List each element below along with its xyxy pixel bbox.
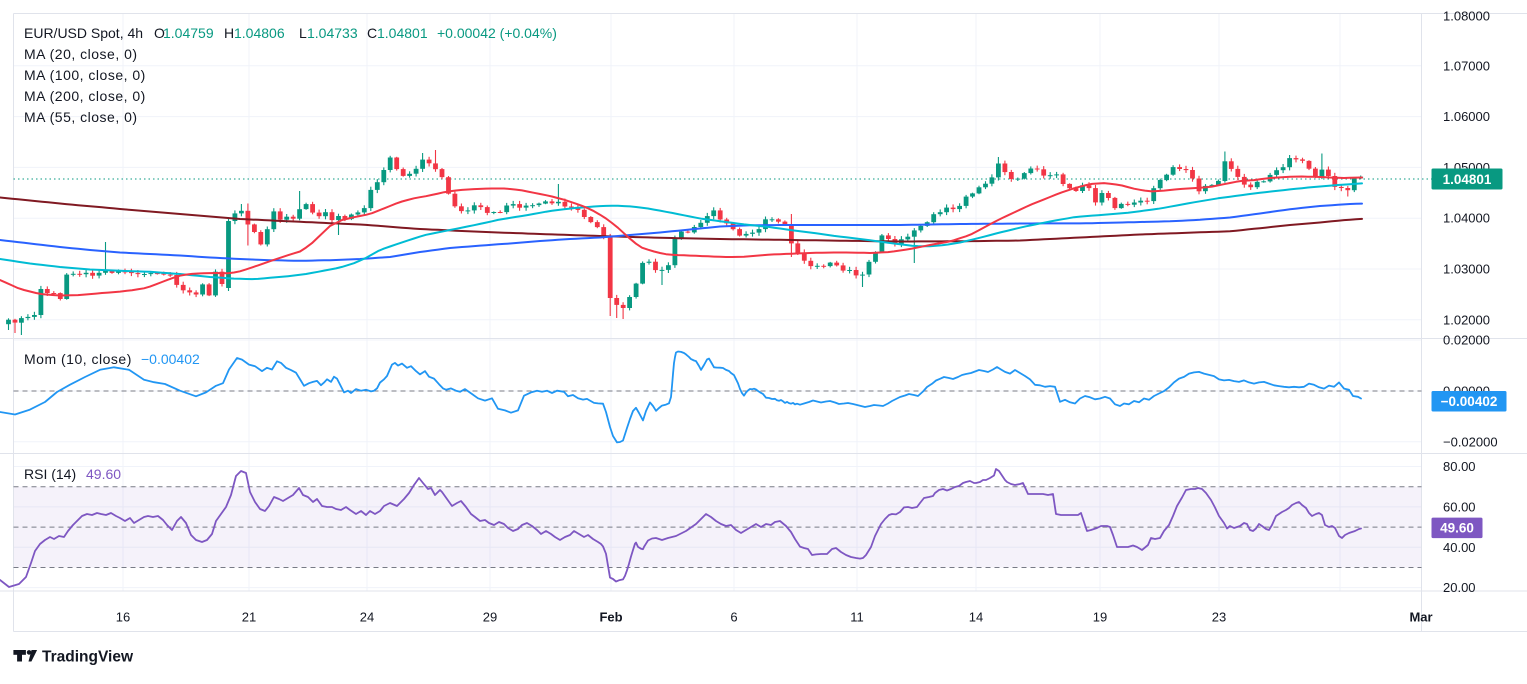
svg-text:1.04801: 1.04801 <box>377 25 428 41</box>
svg-text:Mom (10, close): Mom (10, close) <box>24 351 132 367</box>
svg-text:1.04759: 1.04759 <box>163 25 214 41</box>
svg-text:40.00: 40.00 <box>1443 540 1476 555</box>
svg-text:O: O <box>154 25 165 41</box>
svg-text:0.02000: 0.02000 <box>1443 333 1490 348</box>
svg-text:60.00: 60.00 <box>1443 499 1476 514</box>
svg-text:49.60: 49.60 <box>1440 520 1474 535</box>
svg-text:49.60: 49.60 <box>86 466 121 482</box>
svg-text:11: 11 <box>850 610 864 625</box>
svg-text:24: 24 <box>360 610 374 625</box>
svg-text:1.03000: 1.03000 <box>1443 262 1490 277</box>
svg-text:−0.00402: −0.00402 <box>141 351 200 367</box>
svg-text:−0.02000: −0.02000 <box>1443 434 1498 449</box>
svg-text:C: C <box>367 25 377 41</box>
svg-text:Feb: Feb <box>599 610 622 625</box>
svg-text:−0.00402: −0.00402 <box>1441 394 1498 409</box>
svg-text:L: L <box>299 25 307 41</box>
svg-text:H: H <box>224 25 234 41</box>
svg-text:MA (100, close, 0): MA (100, close, 0) <box>24 67 146 83</box>
svg-text:1.08000: 1.08000 <box>1443 9 1490 24</box>
svg-text:80.00: 80.00 <box>1443 459 1476 474</box>
svg-text:TradingView: TradingView <box>42 649 134 666</box>
svg-text:Mar: Mar <box>1409 610 1432 625</box>
svg-text:1.04801: 1.04801 <box>1443 172 1492 187</box>
svg-text:20.00: 20.00 <box>1443 580 1476 595</box>
svg-text:29: 29 <box>483 610 497 625</box>
svg-text:1.02000: 1.02000 <box>1443 312 1490 327</box>
svg-text:21: 21 <box>242 610 256 625</box>
svg-text:1.04806: 1.04806 <box>234 25 285 41</box>
svg-text:MA (200, close, 0): MA (200, close, 0) <box>24 88 146 104</box>
svg-text:1.06000: 1.06000 <box>1443 109 1490 124</box>
svg-text:16: 16 <box>116 610 130 625</box>
svg-text:EUR/USD Spot, 4h: EUR/USD Spot, 4h <box>24 25 143 41</box>
svg-text:23: 23 <box>1212 610 1226 625</box>
svg-text:+0.00042 (+0.04%): +0.00042 (+0.04%) <box>437 25 557 41</box>
svg-text:MA (55, close, 0): MA (55, close, 0) <box>24 109 138 125</box>
svg-text:6: 6 <box>730 610 737 625</box>
svg-text:1.07000: 1.07000 <box>1443 58 1490 73</box>
svg-text:19: 19 <box>1093 610 1107 625</box>
svg-text:1.04733: 1.04733 <box>307 25 358 41</box>
svg-text:MA (20, close, 0): MA (20, close, 0) <box>24 46 138 62</box>
svg-text:1.04000: 1.04000 <box>1443 211 1490 226</box>
svg-text:RSI (14): RSI (14) <box>24 466 76 482</box>
svg-text:14: 14 <box>969 610 983 625</box>
